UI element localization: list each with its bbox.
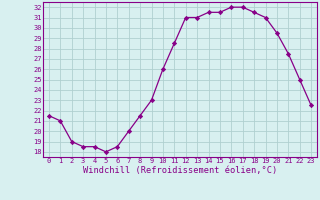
X-axis label: Windchill (Refroidissement éolien,°C): Windchill (Refroidissement éolien,°C) xyxy=(83,166,277,175)
